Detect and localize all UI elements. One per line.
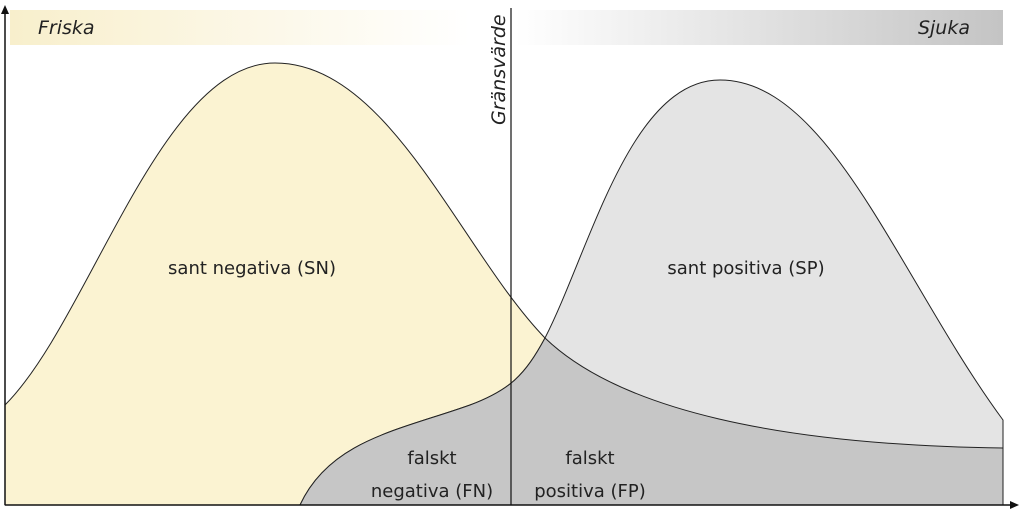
true-negative-label: sant negativa (SN): [168, 258, 336, 279]
false-positive-label: positiva (FP): [534, 481, 646, 502]
false-negative-label: falskt: [407, 448, 456, 469]
x-axis-arrow: [1010, 501, 1019, 509]
y-axis-arrow: [1, 5, 9, 14]
true-positive-label: sant positiva (SP): [667, 258, 824, 279]
healthy-label: Friska: [38, 17, 95, 39]
sick-label: Sjuka: [918, 17, 970, 39]
false-positive-label: falskt: [565, 448, 614, 469]
sick-band: [515, 10, 1003, 45]
threshold-label: Gränsvärde: [488, 14, 510, 125]
overlap-area: [299, 337, 1004, 506]
false-negative-label: negativa (FN): [371, 481, 493, 502]
healthy-band: [10, 10, 470, 45]
